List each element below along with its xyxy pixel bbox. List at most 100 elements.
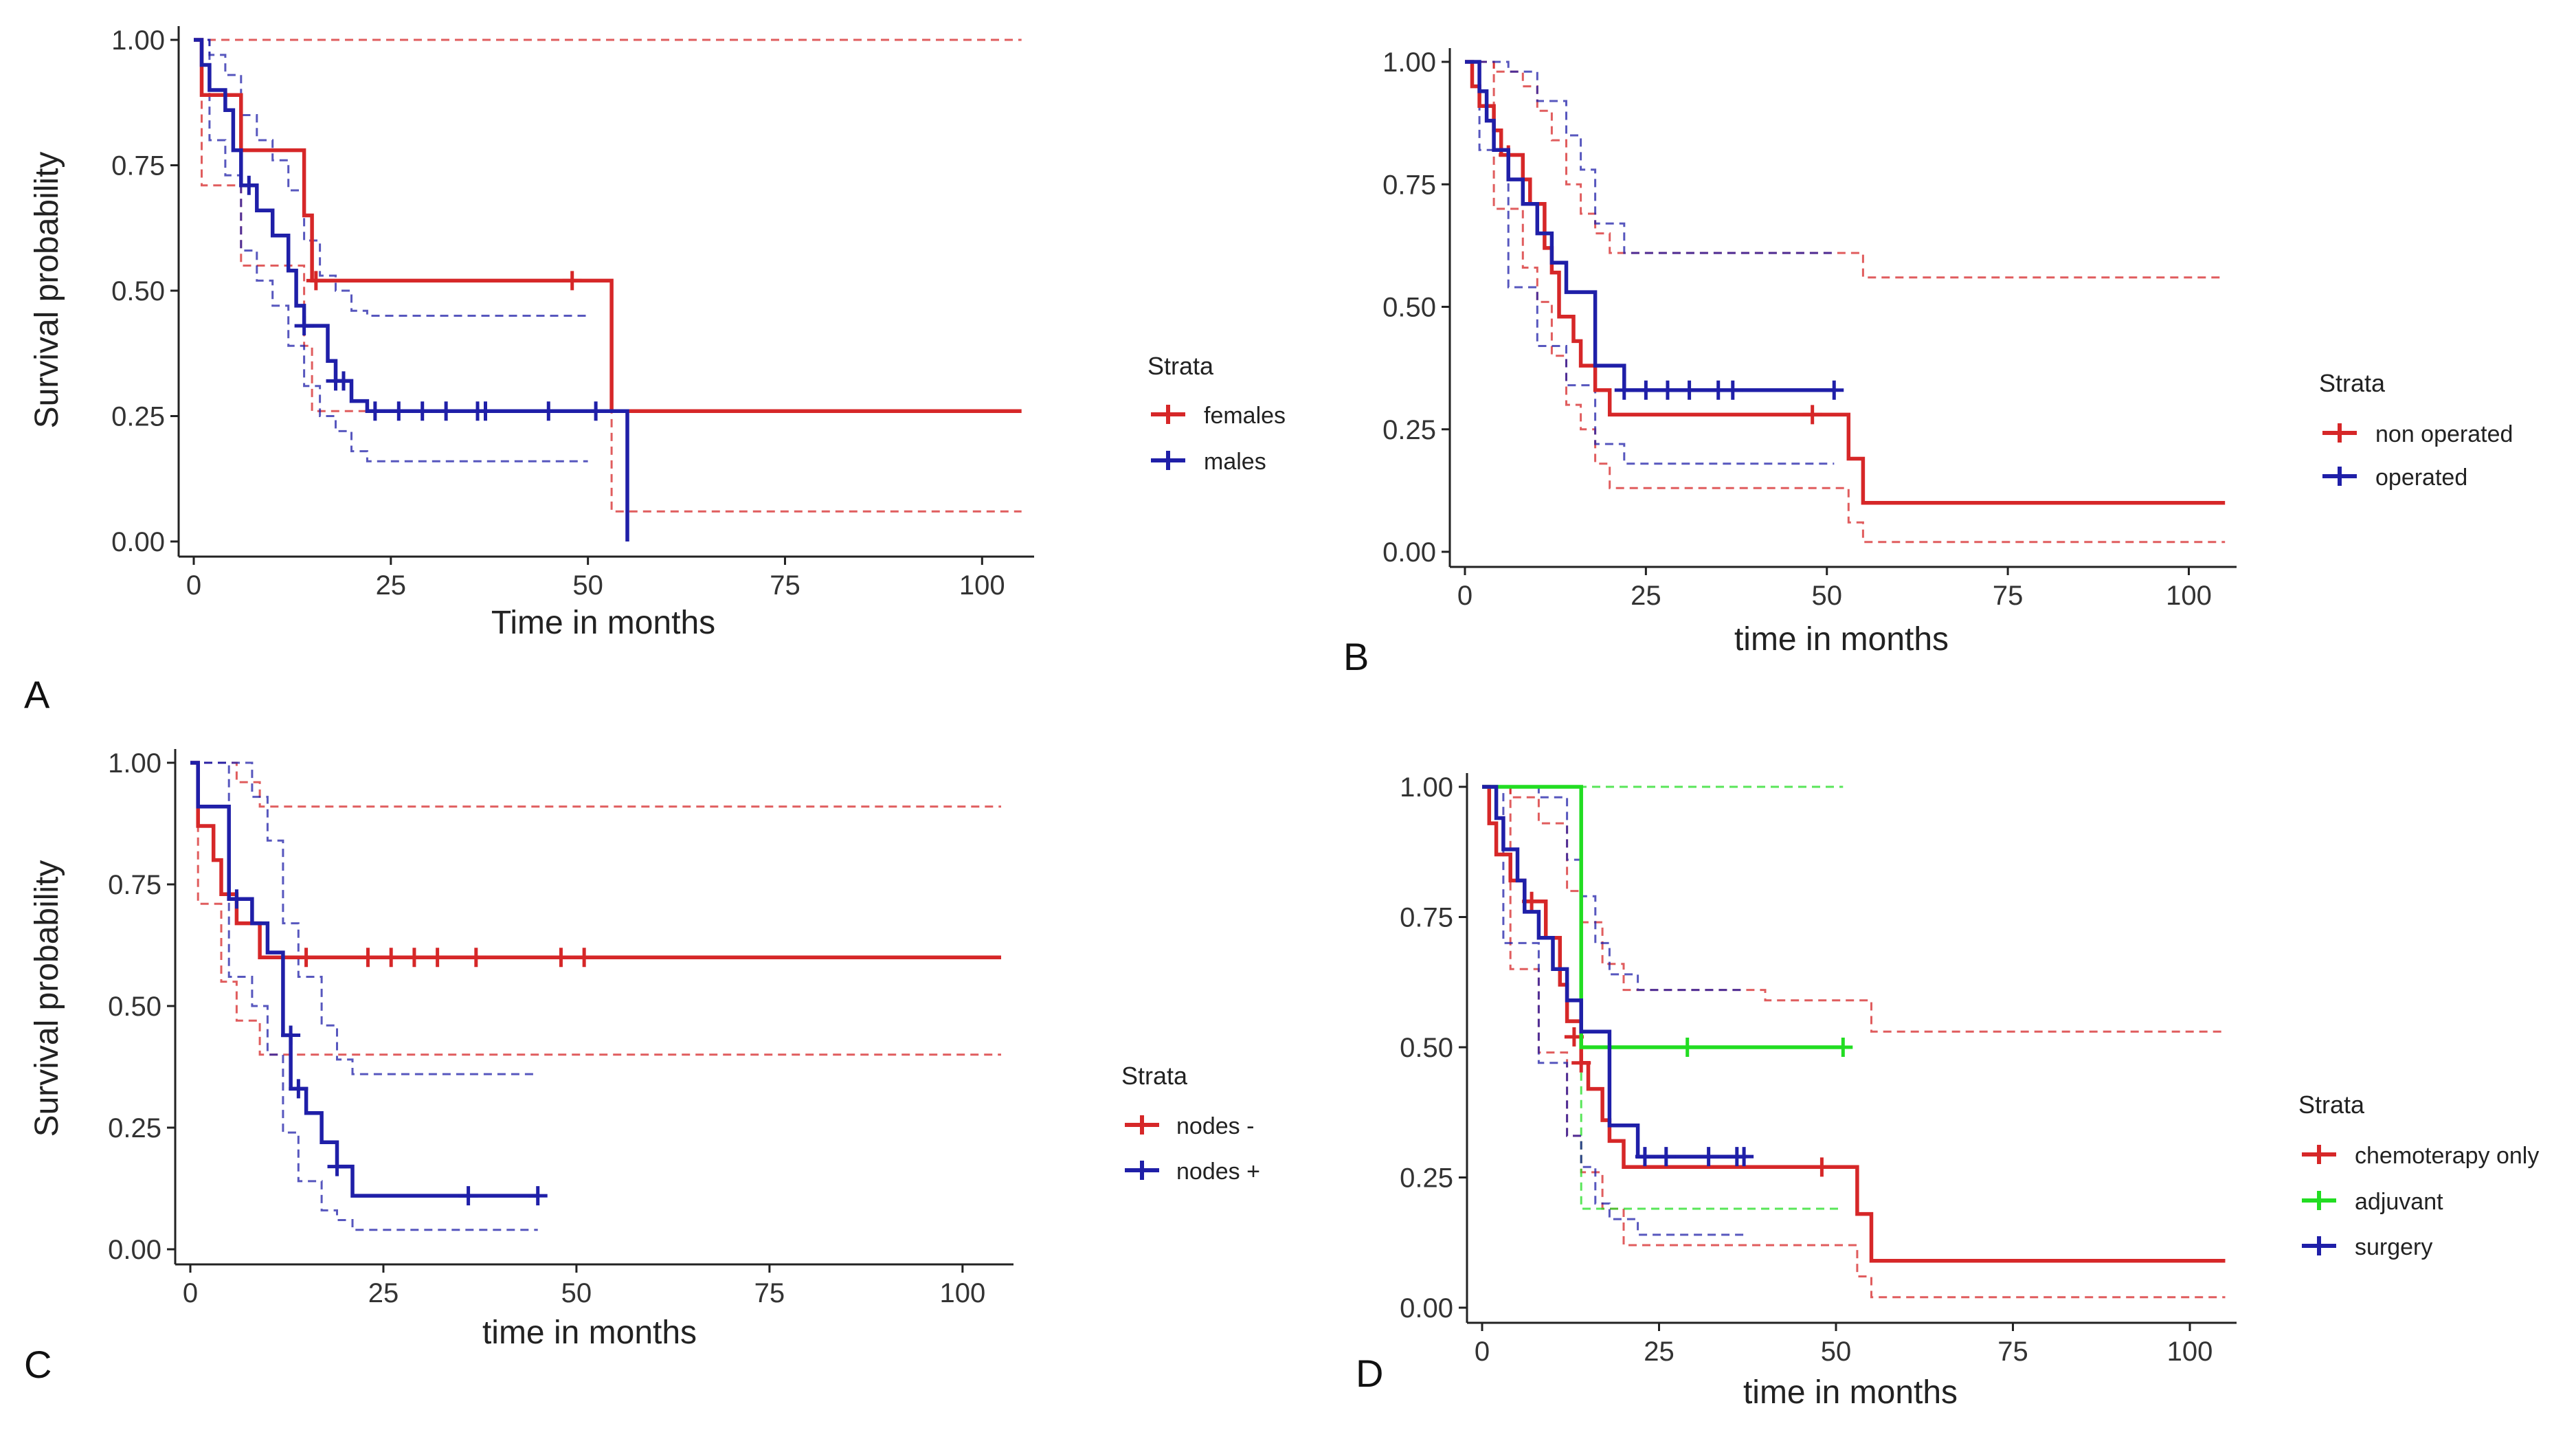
censor-mark-operated — [1723, 380, 1743, 400]
km-panel-c: 0.00 0.25 0.50 0.75 1.00 0 25 50 75 100 time in m… — [24, 748, 1260, 1386]
survival-curve-adjuvant — [1482, 785, 1844, 1049]
legend-swatch-cross — [1158, 451, 1178, 470]
censor-mark-surgery — [1656, 1147, 1676, 1167]
y-tick-label: 1.00 — [108, 748, 161, 779]
legend-label: non operated — [2375, 421, 2513, 447]
km-panel-a: 0.00 0.25 0.50 0.75 1.00 0 25 50 75 100 Time in m… — [24, 25, 1286, 716]
ci-band-lower-non-operated — [1465, 60, 2226, 544]
ci-band-lower-nodes — [190, 761, 538, 1231]
x-axis-title: time in months — [482, 1315, 697, 1351]
x-tick-label: 75 — [1993, 581, 2024, 611]
survival-curve-females — [194, 38, 1022, 413]
legend-swatch-cross — [2309, 1145, 2329, 1164]
censor-mark-chemoterapy-only — [1571, 1053, 1591, 1073]
legend-title: Strata — [1147, 352, 1214, 380]
x-tick-label: 75 — [754, 1278, 785, 1308]
censor-mark-surgery — [1699, 1147, 1718, 1167]
y-tick-label: 0.00 — [108, 1235, 161, 1265]
legend-item-females: females — [1151, 403, 1286, 429]
legend-swatch-cross — [2309, 1191, 2329, 1210]
censor-mark-males — [412, 401, 432, 421]
x-axis-title: time in months — [1734, 621, 1949, 658]
legend-swatch-cross — [1158, 405, 1178, 424]
x-axis-title: Time in months — [491, 605, 715, 641]
censor-mark-chemoterapy-only — [1812, 1157, 1832, 1177]
censor-mark-females — [562, 271, 582, 291]
censor-mark-nodes — [427, 948, 447, 968]
legend-swatch-cross — [2309, 1236, 2329, 1255]
legend-title: Strata — [2298, 1091, 2365, 1119]
censor-mark-males — [333, 371, 353, 391]
y-tick-label: 0.75 — [1382, 170, 1436, 200]
ci-band-upper-nodes — [190, 761, 538, 1075]
censor-mark-males — [239, 175, 259, 195]
censor-mark-nodes — [289, 1079, 309, 1099]
legend-label: nodes + — [1176, 1159, 1260, 1185]
x-tick-label: 100 — [2166, 581, 2212, 611]
ci-band-lower-operated — [1465, 60, 1835, 465]
censor-mark-nodes — [227, 889, 247, 909]
legend-item-adjuvant: adjuvant — [2302, 1189, 2443, 1215]
censor-mark-males — [475, 401, 495, 421]
legend-label: females — [1204, 403, 1286, 429]
y-axis-title: Survival probability — [29, 860, 65, 1137]
censor-mark-nodes — [327, 1157, 347, 1176]
legend-title: Strata — [1121, 1062, 1188, 1090]
x-tick-label: 50 — [1821, 1337, 1852, 1367]
km-panel-b: 0.00 0.25 0.50 0.75 1.00 0 25 50 75 100 time in m… — [1343, 47, 2513, 678]
legend-item-males: males — [1151, 449, 1266, 475]
ci-band-lower-nodes — [190, 761, 1001, 1056]
panel-label: C — [24, 1343, 52, 1386]
x-tick-label: 100 — [959, 570, 1005, 601]
legend-label: nodes - — [1176, 1113, 1254, 1139]
ci-band-lower-males — [194, 38, 588, 462]
legend-label: operated — [2375, 465, 2467, 491]
censor-mark-nodes — [296, 948, 316, 968]
censor-mark-nodes — [404, 948, 424, 968]
censor-mark-males — [365, 401, 385, 421]
censor-mark-operated — [1657, 380, 1677, 400]
censor-mark-nodes — [281, 1025, 301, 1045]
y-tick-label: 0.50 — [111, 276, 165, 306]
censor-mark-nodes — [551, 948, 571, 968]
censor-mark-females — [306, 271, 326, 291]
censor-mark-males — [389, 401, 409, 421]
censor-mark-adjuvant — [1833, 1038, 1853, 1057]
panel-label: D — [1356, 1352, 1383, 1395]
y-tick-label: 1.00 — [1382, 47, 1436, 78]
y-axis-title: Survival probability — [29, 152, 65, 429]
x-tick-label: 50 — [1811, 581, 1842, 611]
legend-title: Strata — [2319, 369, 2386, 397]
censor-mark-surgery — [1734, 1147, 1754, 1167]
y-tick-label: 0.00 — [111, 527, 165, 557]
censor-mark-nodes — [458, 1186, 478, 1206]
x-tick-label: 50 — [572, 570, 603, 601]
x-tick-label: 25 — [368, 1278, 399, 1308]
legend-label: surgery — [2355, 1234, 2432, 1260]
censor-mark-males — [436, 401, 456, 421]
legend-item-surgery: surgery — [2302, 1234, 2432, 1260]
censor-mark-males — [294, 316, 314, 336]
legend-item-operated: operated — [2322, 465, 2467, 491]
legend-label: adjuvant — [2355, 1189, 2443, 1215]
y-tick-label: 0.75 — [1400, 903, 1453, 933]
x-tick-label: 25 — [376, 570, 407, 601]
x-tick-label: 100 — [939, 1278, 985, 1308]
x-tick-label: 0 — [183, 1278, 198, 1308]
x-tick-label: 0 — [186, 570, 201, 601]
legend-item-nodes-pos: nodes + — [1125, 1159, 1260, 1185]
y-tick-label: 0.75 — [111, 151, 165, 181]
censor-mark-operated — [1636, 380, 1656, 400]
censor-mark-surgery — [1635, 1147, 1655, 1167]
x-tick-label: 75 — [1997, 1337, 2028, 1367]
legend-item-nodes-neg: nodes - — [1125, 1113, 1254, 1139]
y-tick-label: 0.50 — [1400, 1033, 1453, 1063]
censor-mark-nodes — [381, 948, 401, 968]
legend-swatch-cross — [2330, 423, 2349, 443]
legend-swatch-cross — [1132, 1115, 1152, 1135]
x-axis-title: time in months — [1743, 1374, 1958, 1411]
y-tick-label: 0.25 — [1400, 1163, 1453, 1194]
legend-label: chemoterapy only — [2355, 1143, 2539, 1169]
x-tick-label: 100 — [2167, 1337, 2213, 1367]
